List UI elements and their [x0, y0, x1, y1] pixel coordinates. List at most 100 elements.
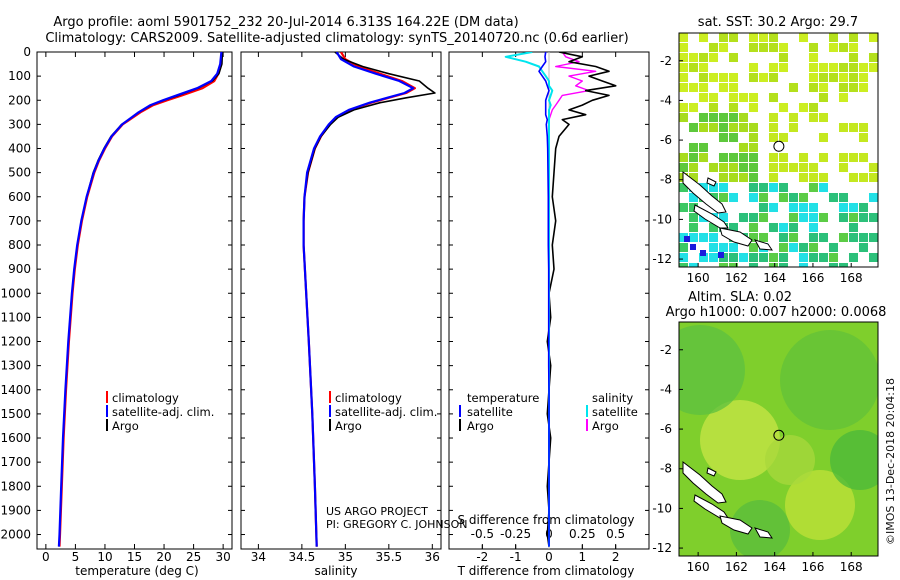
map-lat-label: -2 — [660, 54, 672, 68]
sst-cell — [779, 233, 788, 242]
sst-cell — [729, 103, 738, 112]
sst-cell — [729, 73, 738, 82]
sst-cell — [859, 153, 868, 162]
sst-cell — [799, 153, 808, 162]
sst-cell — [849, 253, 858, 262]
sst-cell — [729, 83, 738, 92]
sst-cell — [719, 83, 728, 92]
sst-cell — [789, 123, 798, 132]
island-shape — [706, 177, 717, 187]
sst-cell — [819, 233, 828, 242]
sst-cell — [679, 183, 688, 192]
sla-anomaly-blob — [730, 500, 790, 556]
x-tick-label: 35.5 — [375, 550, 402, 564]
x-tick-label: 34 — [251, 550, 266, 564]
depth-tick-label: 1000 — [0, 286, 31, 300]
sst-cell — [859, 173, 868, 182]
sst-cell — [869, 193, 878, 202]
sst-cell — [859, 73, 868, 82]
sst-cell — [769, 63, 778, 72]
depth-tick-label: 800 — [8, 238, 31, 252]
island-shape — [753, 527, 773, 539]
sst-cell — [759, 213, 768, 222]
sst-cell — [699, 33, 708, 42]
legend-climatology-label: climatology — [112, 391, 179, 405]
sst-cell — [769, 263, 778, 267]
sst-cell — [869, 253, 878, 262]
t-difference-axis-label: T difference from climatology — [457, 564, 635, 578]
sst-cell — [769, 93, 778, 102]
sst-cell — [689, 103, 698, 112]
sst-cell — [759, 33, 768, 42]
sst-cell — [809, 83, 818, 92]
sst-cell — [839, 73, 848, 82]
sst-cell — [699, 53, 708, 62]
map-lat-label: -10 — [652, 212, 672, 226]
legend-satellite-label: satellite-adj. clim. — [112, 405, 214, 419]
sst-cell — [739, 143, 748, 152]
sst-cell — [819, 113, 828, 122]
figure-title-line2: Climatology: CARS2009. Satellite-adjuste… — [45, 31, 628, 46]
map-lat-label: -8 — [660, 173, 672, 187]
sst-cell — [689, 143, 698, 152]
sst-cell — [839, 193, 848, 202]
sst-cell — [679, 153, 688, 162]
sst-cell — [709, 113, 718, 122]
sst-cell — [759, 203, 768, 212]
island-shape — [682, 170, 727, 214]
sst-cell — [759, 43, 768, 52]
sst-cell — [849, 53, 858, 62]
sst-cell — [749, 103, 758, 112]
sst-cell — [809, 163, 818, 172]
sst-cell — [709, 163, 718, 172]
sst-cell — [779, 183, 788, 192]
x-tick-label: 15 — [127, 550, 142, 564]
sst-cell — [684, 236, 690, 242]
sst-cell — [799, 33, 808, 42]
sst-cell — [689, 63, 698, 72]
sst-cell — [809, 253, 818, 262]
sst-cell — [709, 243, 718, 252]
sst-cell — [689, 123, 698, 132]
salinity-argo-line — [302, 52, 436, 547]
sst-cell — [689, 153, 698, 162]
sst-cell — [819, 253, 828, 262]
sst-cell — [699, 123, 708, 132]
sst-cell — [699, 143, 708, 152]
sla-map-axes: 160 162 164 166 168 -2 -4 -6 -8 -10 -12 — [652, 343, 862, 574]
sst-map-frame — [678, 32, 879, 268]
temperature-satellite-line — [57, 52, 223, 547]
sst-cell — [799, 243, 808, 252]
sst-cell — [789, 203, 798, 212]
legend-salinity-title: salinity — [592, 391, 633, 405]
sst-cell — [849, 73, 858, 82]
salinity-panel-frame — [240, 51, 442, 550]
sst-cell — [729, 163, 738, 172]
sst-cell — [809, 43, 818, 52]
project-credit: US ARGO PROJECT — [326, 505, 428, 518]
sst-cell — [749, 183, 758, 192]
sst-cell — [869, 163, 878, 172]
sst-cell — [749, 163, 758, 172]
depth-ticks — [37, 51, 649, 536]
sst-cell — [849, 203, 858, 212]
x-tick-label: 20 — [156, 550, 171, 564]
sst-cell — [718, 252, 724, 258]
sst-cell — [789, 83, 798, 92]
sla-anomaly-blob — [700, 400, 780, 480]
sst-cell — [839, 63, 848, 72]
sst-cell — [739, 253, 748, 262]
sst-cell — [739, 173, 748, 182]
temperature-x-axis: 0 5 10 15 20 25 30 — [42, 52, 231, 564]
sst-cell — [809, 73, 818, 82]
sst-cell — [679, 163, 688, 172]
sst-cell — [679, 63, 688, 72]
sst-cell — [859, 203, 868, 212]
sst-cell — [719, 183, 728, 192]
sst-cell — [719, 173, 728, 182]
depth-tick-label: 600 — [8, 190, 31, 204]
sst-cell — [689, 223, 698, 232]
sst-cell — [809, 233, 818, 242]
t-difference-satellite-line — [538, 52, 550, 547]
sst-cell — [829, 253, 838, 262]
